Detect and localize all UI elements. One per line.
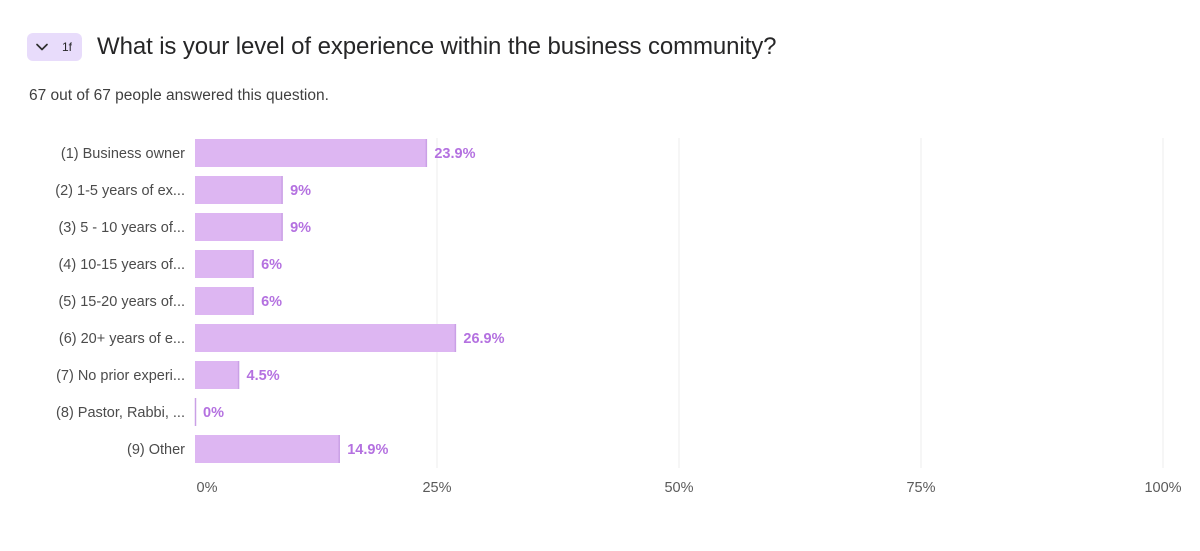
bar	[195, 361, 239, 389]
category-label: (9) Other	[127, 442, 185, 458]
bar	[195, 250, 254, 278]
value-label: 4.5%	[247, 368, 280, 384]
bar	[195, 176, 283, 204]
category-label: (6) 20+ years of e...	[59, 331, 185, 347]
category-label: (2) 1-5 years of ex...	[55, 183, 185, 199]
bar	[195, 324, 456, 352]
value-label: 0%	[203, 405, 224, 421]
bar	[195, 435, 340, 463]
value-label: 6%	[261, 294, 282, 310]
value-label: 14.9%	[347, 442, 388, 458]
x-tick-label: 0%	[197, 480, 218, 496]
bar	[195, 287, 254, 315]
x-tick-label: 75%	[906, 480, 935, 496]
value-label: 23.9%	[434, 146, 475, 162]
question-number: 1f	[62, 40, 73, 54]
category-label: (1) Business owner	[61, 146, 185, 162]
question-header: 1f What is your level of experience with…	[27, 30, 776, 64]
category-label: (7) No prior experi...	[56, 368, 185, 384]
category-label: (8) Pastor, Rabbi, ...	[56, 405, 185, 421]
x-tick-label: 25%	[422, 480, 451, 496]
x-tick-label: 50%	[664, 480, 693, 496]
value-label: 9%	[290, 220, 311, 236]
value-label: 9%	[290, 183, 311, 199]
bar	[195, 213, 283, 241]
question-tag[interactable]: 1f	[27, 33, 83, 61]
question-title: What is your level of experience within …	[97, 33, 777, 60]
category-label: (4) 10-15 years of...	[58, 257, 185, 273]
bar	[195, 139, 427, 167]
category-label: (3) 5 - 10 years of...	[58, 220, 185, 236]
response-count: 67 out of 67 people answered this questi…	[29, 87, 329, 104]
value-label: 26.9%	[463, 331, 504, 347]
chevron-down-icon[interactable]	[35, 40, 49, 54]
value-label: 6%	[261, 257, 282, 273]
x-tick-label: 100%	[1144, 480, 1181, 496]
category-label: (5) 15-20 years of...	[58, 294, 185, 310]
